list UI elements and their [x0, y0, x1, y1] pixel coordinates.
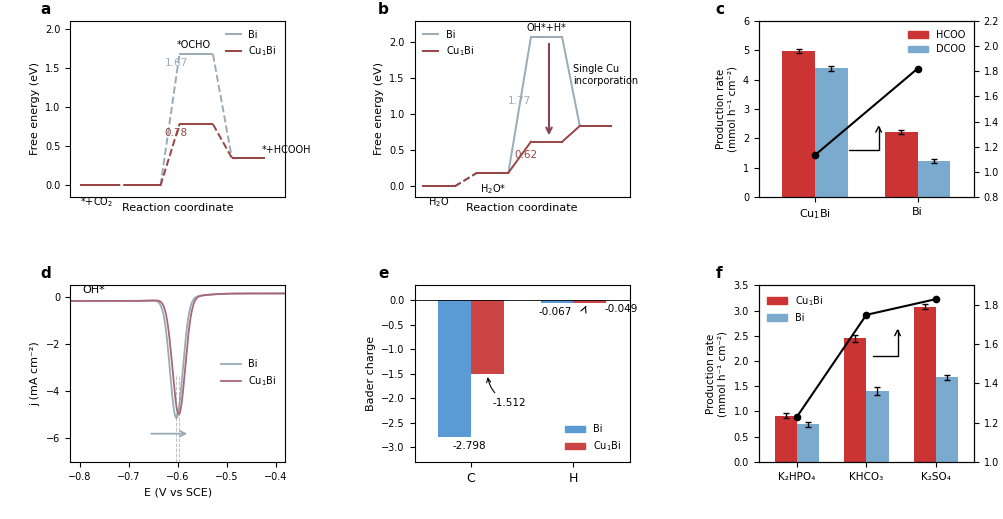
Bi: [75, 298, 87, 304]
Y-axis label: j (mA cm⁻²): j (mA cm⁻²): [31, 342, 40, 406]
Line: Cu$_1$Bi: Cu$_1$Bi: [70, 293, 285, 414]
Y-axis label: Free energy (eV): Free energy (eV): [30, 62, 39, 156]
Bar: [573, 300, 606, 303]
Bi: [273, 290, 285, 296]
Bi: [163, 359, 176, 365]
Bar: [781, 51, 814, 197]
Bi: [273, 290, 285, 296]
Text: H$_2$O: H$_2$O: [428, 195, 449, 209]
Text: Single Cu
incorporation: Single Cu incorporation: [573, 64, 638, 86]
Bi: [171, 415, 183, 421]
Text: -1.512: -1.512: [486, 378, 526, 407]
Text: -0.049: -0.049: [604, 304, 637, 314]
Cu$_1$Bi: [173, 411, 185, 417]
Legend: Bi, Cu$_1$Bi: Bi, Cu$_1$Bi: [217, 356, 280, 392]
Legend: Cu$_1$Bi, Bi: Cu$_1$Bi, Bi: [763, 290, 826, 327]
X-axis label: E (V vs SCE): E (V vs SCE): [143, 487, 212, 497]
Text: e: e: [377, 266, 388, 281]
Bi: [64, 298, 76, 304]
X-axis label: Reaction coordinate: Reaction coordinate: [465, 203, 578, 213]
Bar: [917, 161, 950, 197]
Line: Bi: Bi: [70, 293, 285, 418]
Cu$_1$Bi: [273, 290, 285, 296]
Bi: [279, 290, 291, 296]
Legend: HCOO, DCOO: HCOO, DCOO: [904, 25, 968, 58]
Legend: Bi, Cu$_1$Bi: Bi, Cu$_1$Bi: [222, 25, 280, 62]
Y-axis label: Bader charge: Bader charge: [365, 336, 375, 411]
Text: 1.77: 1.77: [508, 95, 531, 105]
Y-axis label: Production rate
(mmol h⁻¹ cm⁻²): Production rate (mmol h⁻¹ cm⁻²): [706, 331, 727, 417]
Text: b: b: [377, 2, 388, 17]
Text: f: f: [715, 266, 721, 281]
Bar: [437, 300, 470, 438]
Text: d: d: [40, 266, 51, 281]
Bi: [169, 412, 181, 418]
Cu$_1$Bi: [169, 391, 181, 398]
Bar: [774, 416, 796, 462]
Text: *+CO$_2$: *+CO$_2$: [80, 195, 113, 209]
Legend: Bi, Cu$_1$Bi: Bi, Cu$_1$Bi: [419, 25, 477, 62]
Text: c: c: [715, 2, 724, 17]
Bi: [234, 291, 246, 297]
X-axis label: Reaction coordinate: Reaction coordinate: [122, 203, 234, 213]
Bar: [796, 424, 818, 462]
Cu$_1$Bi: [163, 333, 176, 339]
Bar: [470, 300, 504, 374]
Bar: [935, 377, 957, 462]
Cu$_1$Bi: [234, 291, 246, 297]
Bar: [913, 307, 935, 462]
Y-axis label: Production rate
(mmol h⁻¹ cm⁻²): Production rate (mmol h⁻¹ cm⁻²): [715, 66, 736, 152]
Text: OH*+H*: OH*+H*: [526, 23, 566, 33]
Legend: Bi, Cu$_1$Bi: Bi, Cu$_1$Bi: [561, 420, 624, 457]
Text: H$_2$O*: H$_2$O*: [479, 182, 506, 196]
Text: *OCHO: *OCHO: [177, 40, 211, 50]
Text: 1.67: 1.67: [164, 58, 188, 68]
Text: 0.78: 0.78: [164, 128, 188, 138]
Y-axis label: Free energy (eV): Free energy (eV): [373, 62, 383, 156]
Text: -0.067: -0.067: [538, 307, 572, 317]
Bar: [844, 338, 866, 462]
Bar: [884, 132, 917, 197]
Cu$_1$Bi: [273, 290, 285, 296]
Text: a: a: [40, 2, 50, 17]
Bar: [866, 391, 888, 462]
Text: OH*: OH*: [82, 285, 105, 295]
Text: 0.62: 0.62: [514, 149, 537, 160]
Text: -2.798: -2.798: [452, 441, 485, 450]
Cu$_1$Bi: [279, 290, 291, 296]
Text: *+HCOOH: *+HCOOH: [262, 145, 311, 155]
Bar: [814, 69, 847, 197]
Cu$_1$Bi: [75, 298, 87, 304]
Bar: [540, 300, 573, 304]
Cu$_1$Bi: [64, 298, 76, 304]
